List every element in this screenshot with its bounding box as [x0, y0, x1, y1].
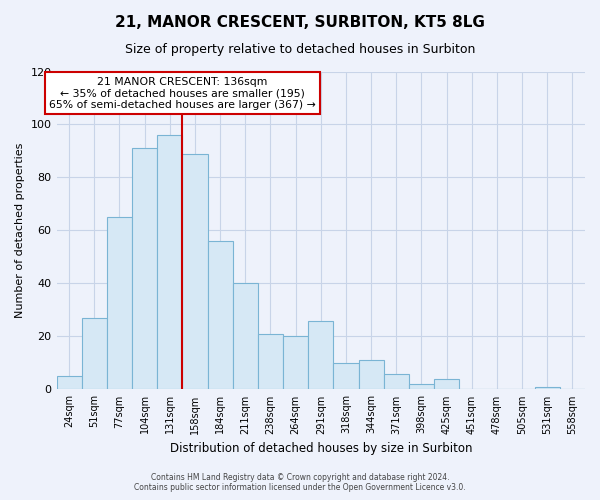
X-axis label: Distribution of detached houses by size in Surbiton: Distribution of detached houses by size … — [170, 442, 472, 455]
Bar — [383, 374, 409, 390]
Y-axis label: Number of detached properties: Number of detached properties — [15, 143, 25, 318]
Bar — [233, 284, 258, 390]
Bar — [535, 387, 560, 390]
Bar — [107, 217, 132, 390]
Bar — [258, 334, 283, 390]
Text: Size of property relative to detached houses in Surbiton: Size of property relative to detached ho… — [125, 42, 475, 56]
Bar — [208, 241, 233, 390]
Bar — [434, 379, 459, 390]
Bar — [132, 148, 157, 390]
Bar — [308, 320, 334, 390]
Text: 21 MANOR CRESCENT: 136sqm
← 35% of detached houses are smaller (195)
65% of semi: 21 MANOR CRESCENT: 136sqm ← 35% of detac… — [49, 77, 316, 110]
Bar — [82, 318, 107, 390]
Bar — [182, 154, 208, 390]
Bar — [359, 360, 383, 390]
Bar — [409, 384, 434, 390]
Bar — [283, 336, 308, 390]
Text: 21, MANOR CRESCENT, SURBITON, KT5 8LG: 21, MANOR CRESCENT, SURBITON, KT5 8LG — [115, 15, 485, 30]
Text: Contains HM Land Registry data © Crown copyright and database right 2024.
Contai: Contains HM Land Registry data © Crown c… — [134, 473, 466, 492]
Bar — [56, 376, 82, 390]
Bar — [157, 135, 182, 390]
Bar — [334, 363, 359, 390]
